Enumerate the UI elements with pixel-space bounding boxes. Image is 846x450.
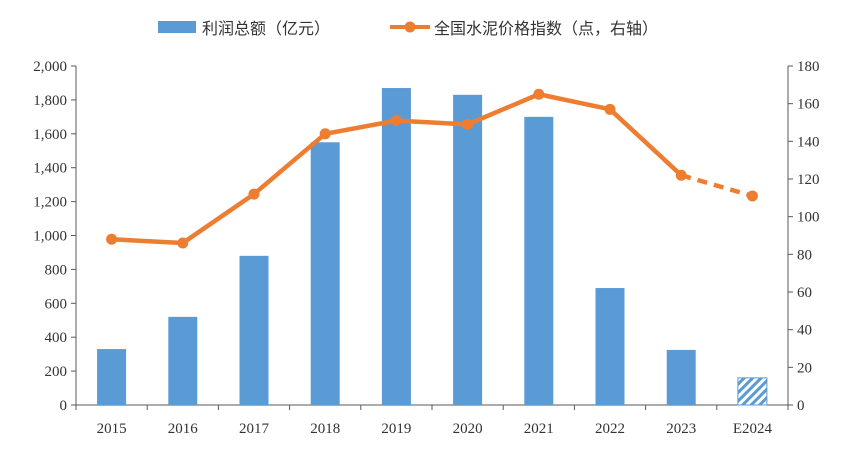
bar <box>524 116 554 405</box>
index-line <box>106 88 758 249</box>
y-right-tick-label: 80 <box>797 247 812 263</box>
y-left-tick-label: 1,600 <box>33 127 67 143</box>
legend-swatch-profit <box>158 21 196 33</box>
bar <box>595 288 625 405</box>
y-left-tick-label: 200 <box>45 364 68 380</box>
bar <box>97 349 127 405</box>
axis-labels: 02004006008001,0001,2001,4001,6001,8002,… <box>33 59 819 437</box>
x-tick-label: 2021 <box>524 421 554 437</box>
y-left-tick-label: 400 <box>45 330 68 346</box>
bar <box>310 142 340 405</box>
y-left-tick-label: 2,000 <box>33 59 67 75</box>
legend: 利润总额（亿元） 全国水泥价格指数（点，右轴） <box>158 19 658 38</box>
bar <box>381 88 411 405</box>
index-point <box>106 233 118 245</box>
y-left-tick-label: 0 <box>60 398 68 414</box>
bar <box>168 316 198 405</box>
bars <box>97 88 768 406</box>
y-left-tick-label: 1,800 <box>33 93 67 109</box>
bar-estimate <box>737 377 768 406</box>
y-right-tick-label: 140 <box>797 134 820 150</box>
y-left-tick-label: 1,400 <box>33 161 67 177</box>
bar <box>453 94 483 405</box>
x-tick-label: 2022 <box>595 421 625 437</box>
index-point <box>248 188 260 200</box>
y-right-tick-label: 100 <box>797 210 820 226</box>
y-right-tick-label: 40 <box>797 323 812 339</box>
legend-swatch-index-marker <box>404 21 416 33</box>
index-point <box>319 128 331 140</box>
x-tick-label: 2019 <box>381 421 411 437</box>
index-point <box>462 118 474 130</box>
y-right-tick-label: 180 <box>797 59 820 75</box>
y-left-tick-label: 1,000 <box>33 229 67 245</box>
x-tick-label: E2024 <box>733 421 773 437</box>
y-right-tick-label: 0 <box>797 398 805 414</box>
x-tick-label: 2016 <box>168 421 199 437</box>
x-tick-label: 2018 <box>310 421 340 437</box>
index-point <box>604 103 616 115</box>
x-tick-label: 2017 <box>239 421 270 437</box>
index-point <box>746 190 758 202</box>
bar <box>239 255 269 405</box>
index-point <box>533 88 545 100</box>
index-line-dashed <box>680 173 754 199</box>
index-point <box>177 237 189 249</box>
y-right-tick-label: 20 <box>797 360 812 376</box>
bar <box>666 349 696 405</box>
y-right-tick-label: 60 <box>797 285 812 301</box>
legend-label-profit: 利润总额（亿元） <box>202 19 330 38</box>
x-tick-label: 2020 <box>453 421 483 437</box>
x-tick-label: 2015 <box>97 421 127 437</box>
legend-label-index: 全国水泥价格指数（点，右轴） <box>434 19 658 38</box>
y-right-tick-label: 120 <box>797 172 820 188</box>
y-left-tick-label: 600 <box>45 296 68 312</box>
index-point <box>675 169 687 181</box>
y-left-tick-label: 1,200 <box>33 195 67 211</box>
y-right-tick-label: 160 <box>797 97 820 113</box>
index-point <box>390 115 402 127</box>
x-tick-label: 2023 <box>666 421 696 437</box>
y-left-tick-label: 800 <box>45 262 68 278</box>
